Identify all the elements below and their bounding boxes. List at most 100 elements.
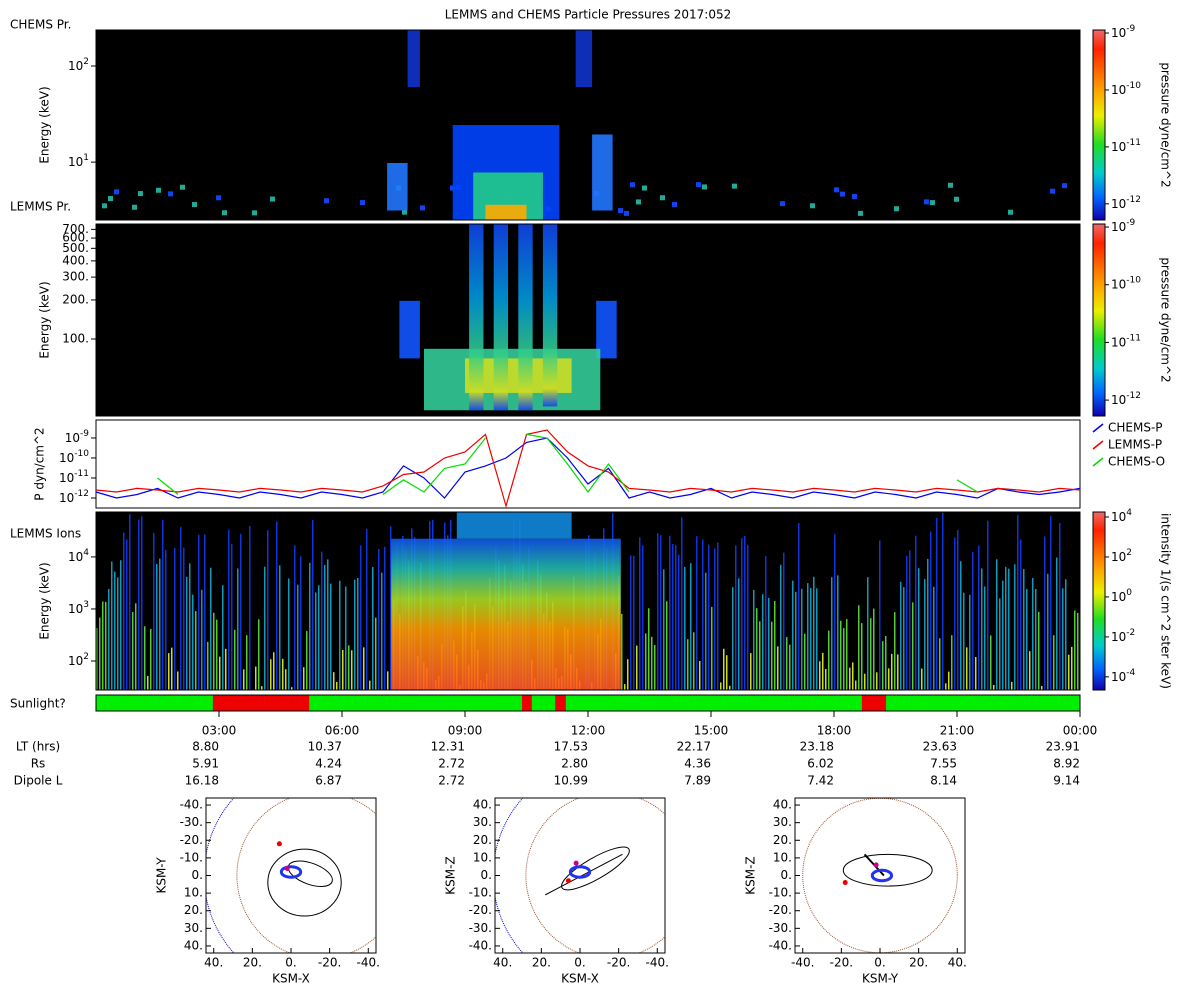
y-tick-label-base: 10 xyxy=(59,490,74,504)
colorbar xyxy=(1092,29,1106,221)
x-axis-label: KSM-X xyxy=(561,972,599,986)
spectrogram-texture xyxy=(378,549,380,690)
spectrogram-texture xyxy=(948,671,950,690)
ephemeris-value: 6.02 xyxy=(807,757,834,771)
ephemeris-value: 8.80 xyxy=(192,740,219,754)
spectrogram-texture xyxy=(783,552,785,690)
colorbar-tick-label: 10-11 xyxy=(1111,137,1141,153)
spectrogram-texture xyxy=(705,572,707,690)
panel-frame xyxy=(95,511,1081,691)
spectrogram-texture xyxy=(192,594,194,690)
spectrogram-texture xyxy=(768,597,770,690)
spectrogram-texture xyxy=(810,587,812,690)
spectrogram-texture xyxy=(333,672,335,690)
y-tick-label: 30. xyxy=(473,815,492,829)
spectrogram-texture xyxy=(735,545,737,690)
spectrogram-texture xyxy=(636,199,641,205)
x-tick-label: 00:00 xyxy=(1063,724,1098,738)
spectrogram-texture xyxy=(834,534,836,690)
colorbar-tick-label-exp: -11 xyxy=(1126,333,1141,343)
y-tick-label: 20. xyxy=(773,833,792,847)
spectrogram-texture xyxy=(891,653,893,690)
spectrogram-texture xyxy=(666,601,668,690)
x-tick-label: -40. xyxy=(791,956,814,970)
spectrogram-texture xyxy=(132,204,137,210)
spectrogram-texture xyxy=(639,537,641,690)
spectrogram-texture xyxy=(318,585,320,690)
y-tick-label: -30. xyxy=(469,921,492,935)
spectrogram-texture xyxy=(102,601,104,690)
spectrogram-texture xyxy=(402,209,407,215)
spectrogram-texture xyxy=(1077,613,1079,690)
spectrogram-texture xyxy=(156,563,158,690)
ephemeris-value: 7.89 xyxy=(684,774,711,788)
spectrogram-texture xyxy=(450,185,455,191)
y-tick-label: 10. xyxy=(184,886,203,900)
y-tick-label: 20. xyxy=(184,903,203,917)
spectrogram-texture xyxy=(999,598,1001,690)
spectrogram-texture xyxy=(339,580,341,690)
spectrogram-texture xyxy=(954,537,956,690)
spectrogram-texture xyxy=(837,575,839,690)
spectrogram-texture xyxy=(702,539,704,690)
spectrogram-texture xyxy=(948,182,953,188)
y-tick-label-base: 10 xyxy=(68,601,83,615)
spectrogram-texture xyxy=(852,193,857,199)
panel-label: CHEMS Pr. xyxy=(10,18,71,32)
spectrogram-texture xyxy=(315,592,317,690)
x-tick-label: -20. xyxy=(318,956,341,970)
spectrogram-texture xyxy=(285,669,287,690)
spectrogram-texture xyxy=(297,584,299,690)
spectrogram-texture xyxy=(1047,573,1049,690)
spectrogram-texture xyxy=(1014,564,1016,690)
spectrogram-texture xyxy=(391,538,621,690)
colorbar-tick-label-base: 10 xyxy=(1111,139,1126,153)
y-tick-label-base: 10 xyxy=(68,155,83,169)
spectrogram-texture xyxy=(252,210,257,216)
y-tick-label: 103 xyxy=(68,599,89,615)
spectrogram-texture xyxy=(111,561,113,690)
y-tick-label: 40. xyxy=(773,798,792,812)
spectrogram-texture xyxy=(399,300,420,359)
y-tick-label: -30. xyxy=(769,921,792,935)
spectrogram-texture xyxy=(1050,188,1055,194)
spectrogram-texture xyxy=(222,585,224,690)
spectrogram-texture xyxy=(592,134,613,211)
spectrogram-texture xyxy=(420,205,425,211)
y-tick-label-exp: -11 xyxy=(74,468,89,478)
spectrogram-texture xyxy=(702,184,707,190)
spectrogram-texture xyxy=(1062,588,1064,690)
y-tick-label: 40. xyxy=(473,798,492,812)
y-tick-label: 700. xyxy=(62,222,89,236)
orbit-highlight xyxy=(568,865,592,879)
x-tick-label: 40. xyxy=(204,956,223,970)
spectrogram-texture xyxy=(312,520,314,690)
spectrogram-texture xyxy=(384,546,386,690)
colorbar-tick-label-base: 10 xyxy=(1111,220,1126,234)
spectrogram-texture xyxy=(186,576,188,690)
spectrogram-texture xyxy=(360,200,365,206)
spectrogram-texture xyxy=(765,556,767,690)
spectrogram-texture xyxy=(957,530,959,690)
y-tick-label-exp: 2 xyxy=(83,651,89,661)
spectrogram-texture xyxy=(711,606,713,690)
spectrogram-texture xyxy=(756,608,758,690)
spectrogram-texture xyxy=(780,201,785,207)
spectrogram-texture xyxy=(348,645,350,690)
panel-frame xyxy=(95,223,1081,417)
orbit-plot xyxy=(206,798,376,953)
spectrogram-texture xyxy=(792,580,794,690)
y-tick-label: 30. xyxy=(184,921,203,935)
spectrogram-texture xyxy=(1068,654,1070,690)
sunlight-segment xyxy=(555,695,566,711)
spectrogram-texture xyxy=(684,566,686,690)
spectrogram-texture xyxy=(108,196,113,202)
spectrogram-texture xyxy=(213,612,215,690)
y-tick-label-exp: 3 xyxy=(83,599,89,609)
spectrogram-texture xyxy=(1044,536,1046,690)
colorbar-tick-label-base: 10 xyxy=(1111,26,1126,40)
ephemeris-label: LT (hrs) xyxy=(16,740,60,754)
spectrogram-texture xyxy=(216,195,221,201)
orbit-boundary xyxy=(525,798,665,953)
spectrogram-texture xyxy=(846,619,848,690)
